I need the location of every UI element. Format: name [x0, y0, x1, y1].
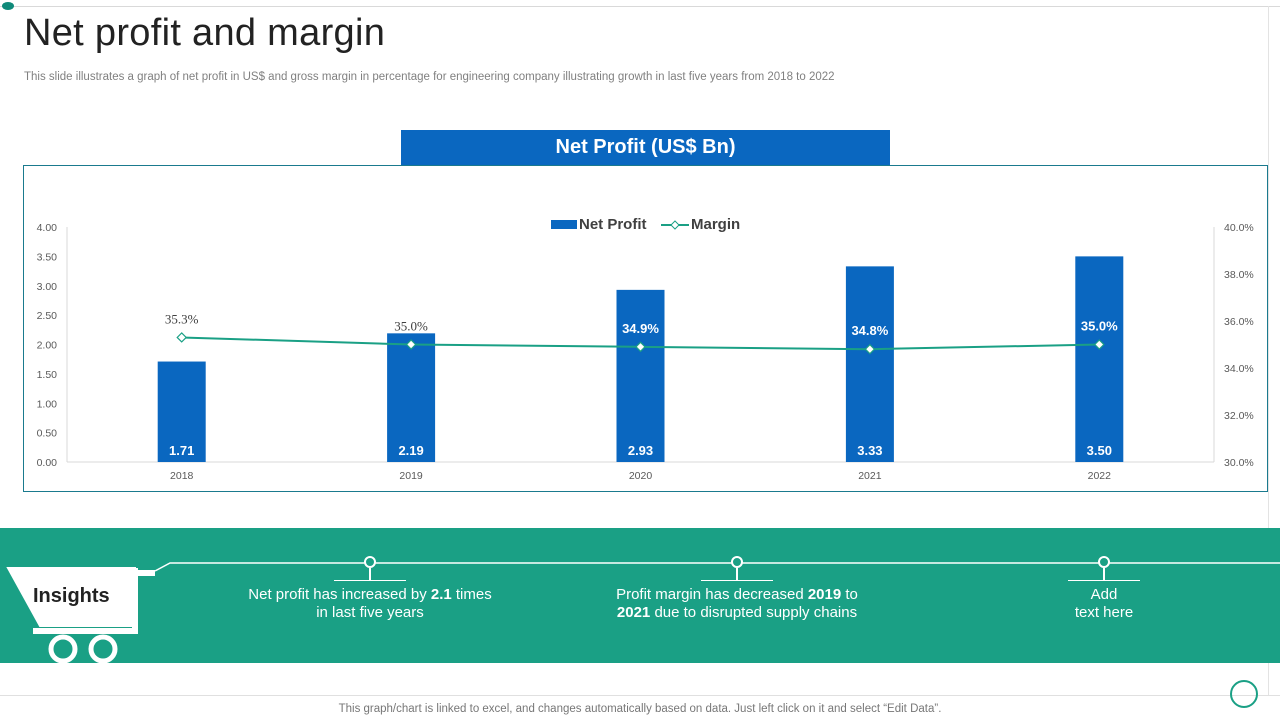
y-right-tick-label: 30.0% [1224, 457, 1254, 469]
insight-2[interactable]: Profit margin has decreased 2019 to 2021… [597, 586, 877, 622]
pin-icon [731, 556, 743, 568]
margin-value-label: 35.0% [394, 319, 428, 334]
margin-point [635, 341, 646, 353]
net-profit-chart[interactable]: 0.00 0.50 1.00 1.50 2.00 2.50 3.00 3.50 4.00 30.0… [24, 166, 1269, 493]
corner-decoration [2, 2, 14, 10]
insight-2-bold: 2019 [807, 586, 842, 603]
pin-icon [364, 556, 376, 568]
insight-1[interactable]: Net profit has increased by 2.1 times in… [230, 586, 510, 622]
page-subtitle: This slide illustrates a graph of net pr… [24, 71, 835, 83]
footer-note: This graph/chart is linked to excel, and… [338, 703, 942, 715]
x-tick-label: 2022 [1088, 470, 1112, 482]
pin-icon [1098, 556, 1110, 568]
y-right-tick-label: 38.0% [1224, 269, 1254, 281]
insight-2-text: Profit margin has decreased [616, 586, 808, 603]
pin-stem [369, 568, 371, 580]
margin-point [864, 343, 876, 355]
corner-circle-decoration [1230, 680, 1258, 708]
x-tick-label: 2020 [629, 470, 653, 482]
pin-stem [1103, 568, 1105, 580]
margin-point [176, 332, 188, 343]
y-right-tick-label: 32.0% [1224, 410, 1254, 422]
y-left-tick-label: 0.00 [37, 457, 58, 469]
legend-label-margin: Margin [691, 216, 740, 233]
y-right-tick-label: 36.0% [1224, 316, 1254, 328]
right-divider [1268, 6, 1269, 696]
insight-2-bold-2: 2021 [616, 604, 651, 621]
bar-value-label: 2.93 [628, 443, 653, 458]
chart-frame[interactable]: 0.00 0.50 1.00 1.50 2.00 2.50 3.00 3.50 4.00 30.0… [23, 165, 1268, 492]
margin-value-label: 35.0% [1081, 319, 1118, 334]
legend-label-net-profit: Net Profit [579, 216, 647, 233]
bar-2022 [1075, 256, 1124, 462]
bar-2019 [387, 333, 436, 462]
top-divider [0, 6, 1280, 7]
insight-2-text-post: to [841, 586, 858, 603]
y-left-tick-label: 4.00 [37, 222, 58, 234]
margin-value-label: 34.8% [851, 323, 888, 338]
bottom-divider [0, 695, 1280, 696]
margin-point [405, 339, 417, 350]
insight-1-text-post: times [451, 586, 492, 603]
insight-underline [1068, 580, 1140, 581]
insight-1-text: Net profit has increased by [248, 586, 431, 603]
insight-1-bold: 2.1 [430, 586, 452, 603]
bar-value-label: 1.71 [169, 443, 194, 458]
bar-2021 [845, 266, 894, 462]
x-tick-label: 2019 [399, 470, 423, 482]
legend-swatch-net-profit [551, 220, 577, 229]
pin-stem [736, 568, 738, 580]
y-left-tick-label: 1.00 [37, 398, 58, 410]
insight-3[interactable]: Add text here [964, 586, 1244, 622]
insight-underline [701, 580, 773, 581]
y-right-tick-label: 34.0% [1224, 363, 1254, 375]
insight-2-line2: due to disrupted supply chains [650, 604, 858, 621]
y-left-tick-label: 2.50 [37, 310, 58, 322]
chart-title: Net Profit (US$ Bn) [401, 130, 890, 165]
y-left-tick-label: 3.50 [37, 251, 58, 263]
margin-value-label: 34.9% [622, 321, 659, 336]
insights-label: Insights [33, 585, 110, 607]
margin-value-label: 35.3% [165, 311, 199, 326]
insight-3-line2: text here [1074, 604, 1134, 621]
y-right-tick-label: 40.0% [1224, 222, 1254, 234]
bar-value-label: 2.19 [398, 443, 423, 458]
page-title: Net profit and margin [24, 12, 386, 54]
bar-2020 [616, 289, 665, 462]
insight-1-line2: in last five years [316, 604, 424, 621]
margin-point [1093, 339, 1105, 350]
y-left-tick-label: 2.00 [37, 340, 58, 352]
bar-value-label: 3.50 [1087, 443, 1112, 458]
bar-2018 [157, 361, 206, 462]
x-tick-label: 2021 [858, 470, 882, 482]
insights-band: Insights Net profit has increased by 2.1… [0, 528, 1280, 663]
insight-underline [334, 580, 406, 581]
insight-3-line1: Add [1090, 586, 1118, 603]
shopping-cart-icon [6, 562, 1280, 663]
y-left-tick-label: 1.50 [37, 369, 58, 381]
x-tick-label: 2018 [170, 470, 194, 482]
legend-marker-margin [670, 220, 680, 230]
y-left-tick-label: 0.50 [37, 428, 58, 440]
y-left-tick-label: 3.00 [37, 281, 58, 293]
bar-value-label: 3.33 [857, 443, 882, 458]
